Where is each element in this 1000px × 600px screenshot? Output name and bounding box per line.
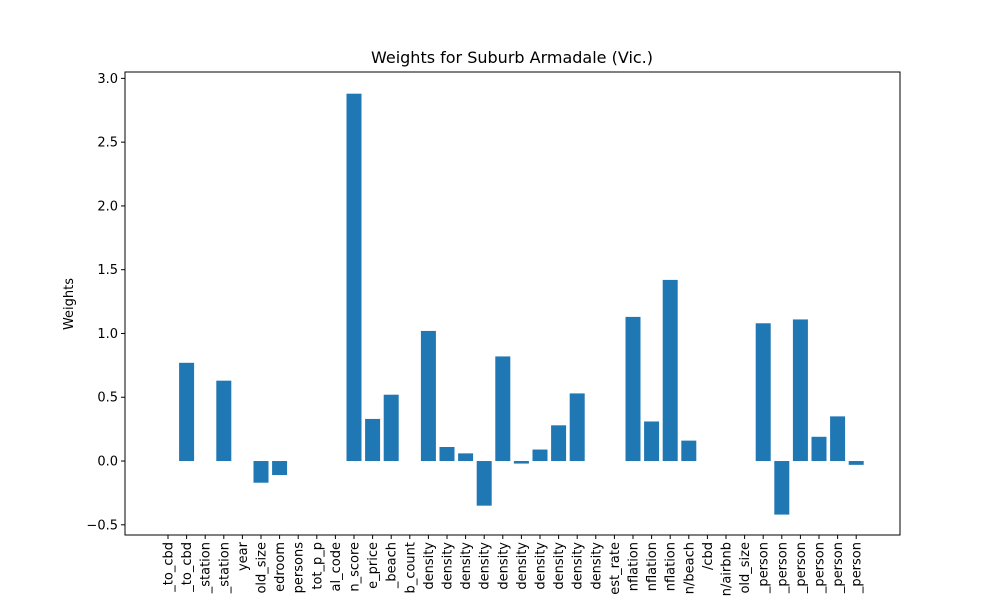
x-tick-label: _person (813, 542, 828, 594)
y-tick-label: 0.0 (97, 455, 118, 470)
x-tick-label: _beach (385, 542, 400, 589)
x-tick-label: _station (217, 542, 232, 594)
plot-frame (124, 71, 901, 536)
y-tick-label: −0.5 (86, 518, 118, 533)
y-tick-label: 2.5 (97, 136, 118, 151)
y-tick-label: 2.0 (97, 199, 118, 214)
x-tick-label: tot_p_p (310, 542, 325, 590)
bar-36 (830, 416, 846, 462)
bar-27 (662, 279, 678, 462)
bar-6 (272, 461, 288, 476)
bar-32 (755, 323, 771, 462)
x-tick-label: density (459, 542, 474, 590)
bar-11 (365, 418, 381, 462)
x-tick-label: n/beach (682, 542, 697, 594)
bar-14 (420, 330, 436, 462)
x-tick-label: density (515, 542, 530, 590)
x-tick-label: b_count (403, 542, 418, 593)
bar-21 (551, 425, 567, 462)
x-tick-label: e_price (366, 542, 381, 589)
bar-1 (179, 362, 195, 462)
bar-3 (216, 380, 232, 462)
x-tick-label: density (422, 542, 437, 590)
bar-26 (644, 421, 660, 462)
x-tick-label: density (589, 542, 604, 590)
x-tick-label: _person (831, 542, 846, 594)
bar-22 (569, 393, 585, 462)
bar-34 (792, 319, 808, 462)
x-tick-label: old_size (738, 542, 753, 594)
bar-20 (532, 449, 548, 462)
x-tick-label: _station (199, 542, 214, 594)
y-tick-label: 1.0 (97, 327, 118, 342)
x-tick-label: density (552, 542, 567, 590)
x-tick-label: _to_cbd (162, 542, 177, 593)
x-tick-label: _to_cbd (180, 542, 195, 593)
x-tick-label: al_code (329, 542, 344, 591)
x-tick-label: _person (794, 542, 809, 594)
bar-10 (346, 93, 362, 462)
x-tick-label: nflation (645, 542, 660, 591)
bar-16 (458, 453, 474, 462)
x-tick-label: est_rate (608, 542, 623, 595)
y-tick-label: 3.0 (97, 72, 118, 87)
x-tick-label: density (478, 542, 493, 590)
x-tick-label: year (236, 541, 251, 571)
bar-37 (848, 461, 864, 465)
x-tick-label: _person (757, 542, 772, 594)
bar-17 (476, 461, 492, 506)
bar-5 (253, 461, 269, 483)
y-axis-label: Weights (62, 278, 77, 330)
x-tick-label: density (534, 542, 549, 590)
bar-35 (811, 436, 827, 462)
plot-area: −0.5 0.0 0.5 1.0 1.5 2.0 2.5 3.0 _to_cbd _to_cbd _… (86, 72, 864, 596)
x-tick-label: density (496, 542, 511, 590)
x-tick-label: edroom (273, 542, 288, 592)
x-tick-label: nflation (627, 542, 642, 591)
bar-25 (625, 316, 641, 462)
x-tick-label: n_score (348, 542, 363, 592)
x-tick-label: n/airbnb (720, 542, 735, 596)
y-tick-label: 0.5 (97, 391, 118, 406)
y-tick-label: 1.5 (97, 263, 118, 278)
bar-19 (513, 461, 529, 464)
x-tick-label: density (571, 542, 586, 590)
chart-title: Weights for Suburb Armadale (Vic.) (371, 48, 653, 67)
bar-15 (439, 446, 455, 462)
bar-33 (774, 461, 790, 515)
x-tick-label: old_size (255, 542, 270, 594)
bar-12 (383, 394, 399, 462)
x-tick-label: persons (292, 542, 307, 594)
x-tick-label: /cbd (701, 542, 716, 570)
x-tick-label: nflation (664, 542, 679, 591)
x-tick-label: _person (850, 542, 865, 594)
x-tick-label: _person (775, 542, 790, 594)
bar-28 (681, 440, 697, 462)
bar-18 (495, 356, 511, 462)
x-tick-label: density (441, 542, 456, 590)
